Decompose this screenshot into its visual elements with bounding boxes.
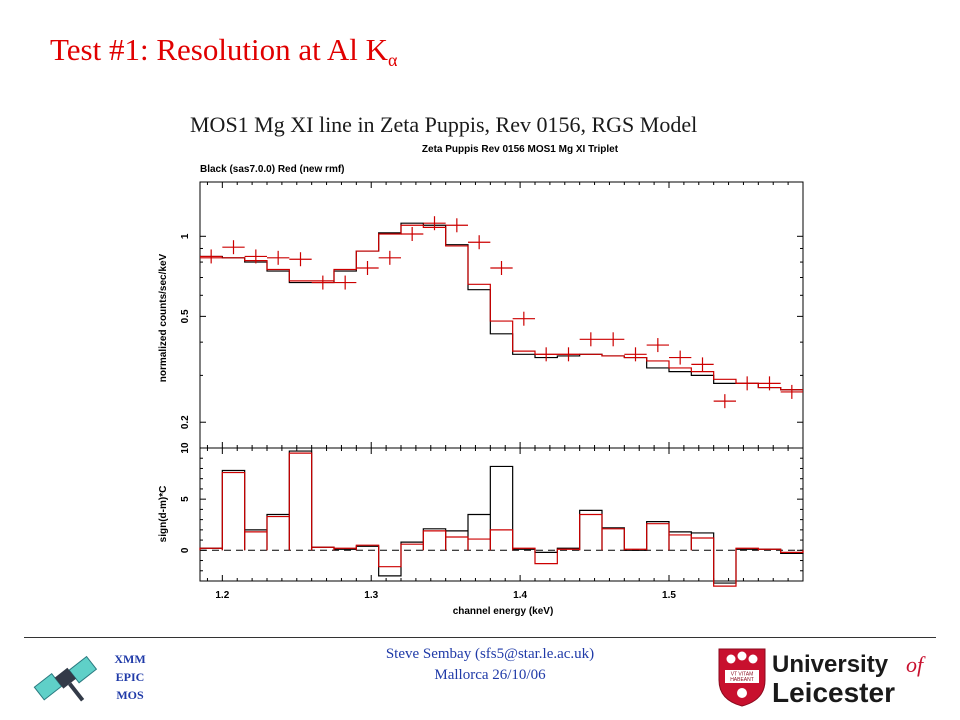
shield-icon: VT VITAM HABEANT <box>718 648 766 707</box>
mos-label: MOS <box>116 688 144 702</box>
data-point <box>579 332 602 347</box>
data-point <box>445 218 468 233</box>
data-point <box>378 250 401 265</box>
data-point <box>780 384 803 399</box>
data-point <box>736 376 759 391</box>
x-tick-label: 1.5 <box>662 590 676 601</box>
upper-model-black <box>200 222 803 391</box>
data-point <box>423 216 446 231</box>
upper-y-tick-label: 1 <box>180 233 191 239</box>
upper-y-tick-label: 0.5 <box>180 309 191 323</box>
shield-motto-1: VT VITAM <box>731 672 754 678</box>
footer-place-date: Mallorca 26/10/06 <box>434 667 546 683</box>
data-point <box>602 332 625 347</box>
footer-divider <box>24 637 936 638</box>
upper-ylabel: normalized counts/sec/keV <box>158 253 169 382</box>
data-point <box>512 311 535 326</box>
epic-label: EPIC <box>115 670 145 684</box>
lower-y-tick-label: 5 <box>180 496 191 502</box>
xmm-label: XMM <box>114 652 146 666</box>
lower-panel: sign(d-m)*C <box>158 447 804 582</box>
residual-red <box>199 452 804 587</box>
data-point <box>758 376 781 391</box>
logo-university: University <box>772 651 889 678</box>
title-main: Test #1: Resolution at Al K <box>50 32 388 67</box>
upper-panel: normalized counts/sec/keV <box>158 181 804 449</box>
data-point <box>535 347 558 362</box>
shield-motto-2: HABEANT <box>730 677 754 683</box>
data-point <box>713 394 736 409</box>
data-point <box>244 249 267 264</box>
university-logo: VT VITAM HABEANT University of Leicester <box>718 648 926 708</box>
data-point <box>222 240 245 255</box>
slide-title: Test #1: Resolution at Al Kα <box>50 32 397 71</box>
logo-leicester: Leicester <box>772 677 895 708</box>
title-subscript: α <box>387 50 398 70</box>
lower-ylabel: sign(d-m)*C <box>158 486 169 543</box>
logo-of: of <box>906 652 926 677</box>
data-point <box>334 275 357 290</box>
satellite-icon <box>33 655 98 702</box>
data-point <box>691 357 714 372</box>
data-point <box>624 347 647 362</box>
x-tick-label: 1.4 <box>513 590 527 601</box>
lower-panel-frame <box>199 447 804 582</box>
lower-y-tick-label: 10 <box>180 442 191 454</box>
x-tick-label: 1.2 <box>215 590 229 601</box>
data-point <box>557 347 580 362</box>
upper-panel-frame <box>199 181 804 449</box>
data-point <box>200 249 223 264</box>
data-point <box>356 260 379 275</box>
data-point <box>490 260 513 275</box>
upper-model-red <box>200 224 803 391</box>
x-axis-label: channel energy (keV) <box>453 606 554 617</box>
chart-subtitle: Black (sas7.0.0) Red (new rmf) <box>200 164 345 175</box>
chart-title: Zeta Puppis Rev 0156 MOS1 Mg XI Triplet <box>422 144 619 155</box>
residual-black <box>199 450 804 584</box>
footer-author: Steve Sembay (sfs5@star.le.ac.uk) <box>385 646 595 662</box>
data-point <box>646 338 669 353</box>
data-point <box>267 250 290 265</box>
x-tick-label: 1.3 <box>364 590 378 601</box>
data-point <box>669 350 692 365</box>
data-point <box>401 227 424 242</box>
data-point <box>289 252 312 267</box>
upper-y-tick-label: 0.2 <box>180 415 191 429</box>
plot-caption: MOS1 Mg XI line in Zeta Puppis, Rev 0156… <box>190 112 698 137</box>
data-point <box>311 275 334 290</box>
lower-y-tick-label: 0 <box>180 547 191 553</box>
data-point <box>468 235 491 250</box>
